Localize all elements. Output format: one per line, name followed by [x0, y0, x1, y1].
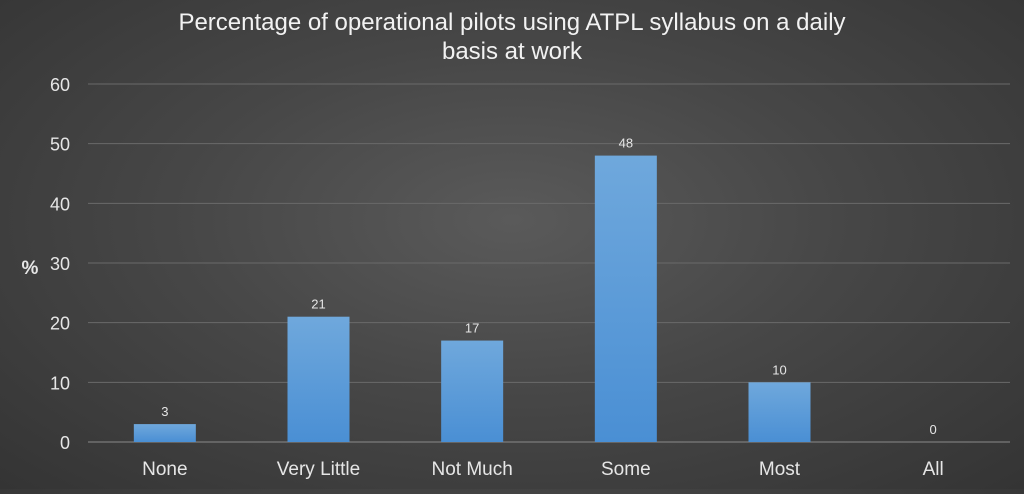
bar-very-little — [287, 316, 350, 442]
data-label: 3 — [161, 404, 168, 419]
y-tick-label: 30 — [50, 254, 70, 274]
y-tick-label: 60 — [50, 75, 70, 95]
bar-none — [133, 424, 196, 442]
y-tick-label: 50 — [50, 135, 70, 155]
data-label: 0 — [930, 422, 937, 437]
y-tick-label: 0 — [60, 433, 70, 453]
data-label: 17 — [465, 321, 479, 336]
x-tick-label: Very Little — [277, 459, 360, 480]
y-tick-label: 40 — [50, 194, 70, 214]
y-tick-label: 10 — [50, 373, 70, 393]
y-axis-ticks: 0 10 20 30 40 50 60 — [50, 75, 70, 453]
x-tick-label: Some — [601, 459, 651, 480]
chart-title-line-1: Percentage of operational pilots using A… — [178, 9, 846, 36]
data-label: 21 — [311, 297, 325, 312]
data-labels: 3 21 17 48 10 0 — [161, 136, 937, 437]
chart-title-line-2: basis at work — [441, 38, 583, 65]
bar-not-much — [441, 340, 504, 442]
bar-most — [748, 382, 811, 442]
x-tick-label: All — [923, 459, 944, 480]
data-label: 10 — [772, 362, 786, 377]
bar-some — [594, 155, 657, 442]
x-axis-ticks: None Very Little Not Much Some Most All — [142, 459, 944, 480]
data-label: 48 — [619, 136, 633, 151]
x-tick-label: Not Much — [432, 459, 513, 480]
y-axis-label: % — [22, 258, 39, 279]
chart-title: Percentage of operational pilots using A… — [112, 8, 912, 66]
y-tick-label: 20 — [50, 314, 70, 334]
bars — [133, 155, 811, 442]
x-tick-label: None — [142, 459, 187, 480]
x-tick-label: Most — [759, 459, 801, 480]
gridlines — [88, 83, 1010, 443]
